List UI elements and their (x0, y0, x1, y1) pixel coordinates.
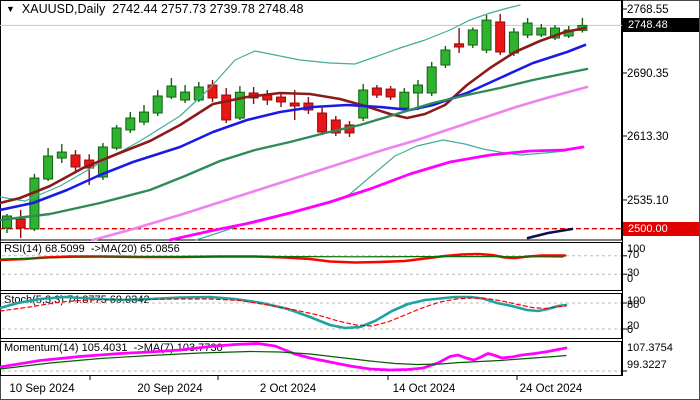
ma-maroon (0, 26, 587, 205)
candle-body (330, 119, 341, 134)
rsi-indicator-label: RSI(14) 68.5099 ->MA(20) 65.0856 (4, 243, 180, 255)
candle-body (467, 29, 478, 46)
ma-violet (91, 85, 589, 242)
candle-body (262, 94, 273, 101)
rsi-axis-label: 0 (627, 273, 633, 285)
price-axis-label: 2535.10 (627, 195, 669, 207)
candle-body (84, 159, 95, 169)
candle-body (303, 102, 314, 111)
date-axis-label: 2 Oct 2024 (260, 383, 317, 395)
candle-body (2, 215, 12, 229)
rsi-axis-label: 70 (627, 249, 639, 261)
date-axis-label: 24 Oct 2024 (520, 383, 583, 395)
candle-body (440, 49, 451, 66)
candle-body (385, 88, 396, 98)
ma-magenta (168, 145, 585, 242)
candle-body (371, 87, 382, 96)
candle-body (413, 84, 423, 94)
candle-body (276, 96, 286, 103)
candle-body (125, 117, 136, 131)
candle-body (70, 154, 81, 168)
candle-body (344, 124, 355, 134)
candle-body (426, 66, 437, 94)
date-axis-label: 14 Oct 2024 (393, 383, 456, 395)
rsi-axis-label: 100 (627, 243, 645, 255)
candle-body (166, 85, 177, 98)
ma-navy (526, 227, 574, 240)
stochastic-axis-label: 20 (627, 320, 639, 332)
candle-body (193, 86, 204, 101)
candle-body (495, 21, 506, 53)
main-plot-border (0, 0, 622, 241)
rsi-line (0, 252, 567, 264)
candle-body (248, 92, 259, 99)
price-axis-label: 2613.30 (627, 131, 669, 143)
candle-body (207, 84, 218, 99)
candle-body (234, 91, 245, 119)
candle-body (522, 22, 533, 36)
momentum-axis-label: 99.3227 (627, 359, 667, 371)
candle-body (289, 102, 300, 107)
candle-body (550, 27, 560, 39)
candle-body (563, 29, 574, 37)
date-axis-label: 10 Sep 2024 (9, 383, 75, 395)
momentum-axis-label: 107.3754 (627, 342, 673, 354)
price-axis-label: 2690.35 (627, 68, 669, 80)
candle-body (29, 177, 40, 230)
band-lower (195, 139, 566, 241)
chart-title-bar: ▼ XAUUSD,Daily 2742.44 2757.73 2739.78 2… (6, 2, 303, 16)
ma-seagreen (0, 67, 589, 222)
candle-body (139, 111, 149, 123)
candle-body (317, 112, 328, 133)
candle-body (152, 95, 163, 114)
chart-dropdown-icon[interactable]: ▼ (6, 4, 15, 14)
rsi-axis-label: 30 (627, 267, 639, 279)
chart-ohlc-values: 2742.44 2757.73 2739.78 2748.48 (112, 2, 304, 16)
rsi-ma-line (0, 255, 564, 260)
chart-symbol-timeframe: XAUUSD,Daily (21, 2, 106, 16)
momentum-ma-line (0, 350, 567, 370)
candle-body (358, 89, 369, 119)
horizontal-level-badge[interactable]: 2500.00 (623, 221, 699, 236)
stochastic-axis-label: 80 (627, 299, 639, 311)
date-axis-label: 20 Sep 2024 (137, 383, 203, 395)
candle-body (536, 27, 547, 36)
candle-body (56, 151, 67, 159)
candle-body (399, 91, 410, 109)
current-price-badge: 2748.48 (623, 18, 699, 33)
candle-body (577, 24, 588, 31)
candle-body (221, 94, 232, 121)
candle-body (481, 19, 492, 51)
candle-body (180, 91, 191, 101)
stochastic-axis-label: 0 (627, 324, 633, 336)
stochastic-axis-label: 100 (627, 295, 645, 307)
price-axis-label: 2768.55 (627, 4, 669, 16)
stochastic-indicator-label: Stoch(5,3,3) 74.8775 69.0342 (4, 294, 150, 306)
candle-body (97, 146, 108, 178)
ma-blue (0, 43, 587, 212)
candle-body (508, 31, 519, 54)
momentum-indicator-label: Momentum(14) 105.4031 ->MA(7) 103.7730 (4, 342, 223, 354)
candle-body (43, 155, 54, 180)
band-upper (0, 4, 521, 202)
candle-body (15, 218, 26, 229)
candle-body (111, 127, 122, 149)
candle-body (454, 43, 465, 48)
